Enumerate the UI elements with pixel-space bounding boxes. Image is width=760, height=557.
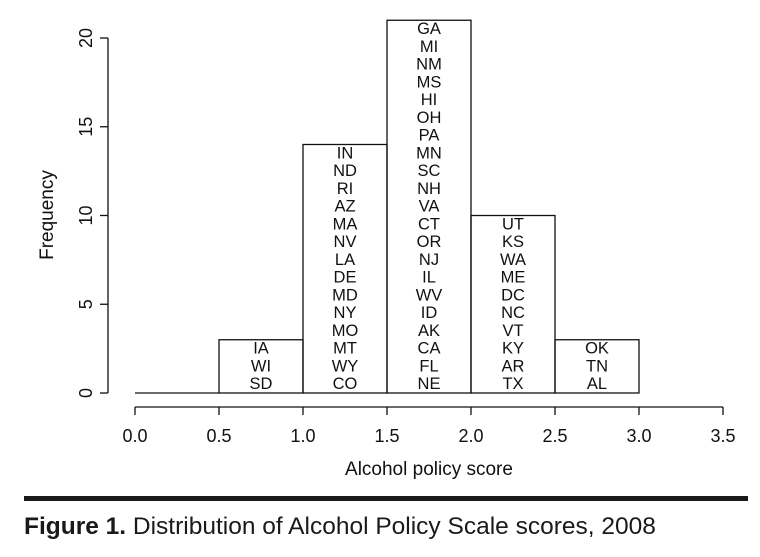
y-tick-label: 5 [76, 299, 96, 309]
histogram-bar [554, 339, 640, 394]
bar-state-label: AK [418, 322, 440, 340]
bar-state-label: DE [334, 269, 357, 287]
bar-state-label: UT [502, 215, 524, 233]
y-tick-label: 15 [76, 117, 96, 137]
x-tick-label: 3.0 [626, 426, 651, 446]
figure-caption-label: Figure 1. [24, 513, 127, 540]
bar-state-label: OR [417, 233, 442, 251]
y-axis-title: Frequency [37, 170, 58, 260]
x-tick-label: 2.0 [458, 426, 483, 446]
bar-state-label: MT [333, 340, 357, 358]
bar-state-label: NM [416, 56, 442, 74]
bar-state-label: ME [501, 269, 526, 287]
bar-state-label: MO [332, 322, 359, 340]
figure-caption-text: Distribution of Alcohol Policy Scale sco… [132, 513, 656, 540]
bar-state-label: OH [417, 109, 442, 127]
bar-state-label: NE [418, 375, 441, 393]
y-tick-label: 0 [76, 388, 96, 398]
bar-state-label: WI [251, 357, 271, 375]
bar-state-label: AL [587, 375, 607, 393]
histogram-bar [470, 214, 556, 394]
axes: 0.0 0.5 1.0 1.5 2.0 2.5 3.0 3.5 0 5 10 15 20 [76, 28, 736, 446]
bar-state-label: HI [421, 91, 438, 109]
bar-state-label: VT [502, 322, 523, 340]
bar-state-label: MS [417, 73, 442, 91]
x-tick-label: 3.5 [710, 426, 735, 446]
bar-state-label: DC [501, 286, 525, 304]
bar-state-label: KS [502, 233, 524, 251]
bar-state-label: CO [333, 375, 358, 393]
bar-state-label: WV [416, 286, 443, 304]
bar-state-label: SC [418, 162, 441, 180]
bar-state-label: AR [502, 357, 525, 375]
x-tick-label: 2.5 [542, 426, 567, 446]
bar-state-label: NH [417, 180, 441, 198]
caption-divider [24, 496, 748, 501]
bar-state-label: MN [416, 144, 442, 162]
y-tick-label: 20 [76, 28, 96, 48]
bar-state-label: IA [253, 340, 269, 358]
bar-state-label: SD [250, 375, 273, 393]
bar-state-label: IN [337, 144, 354, 162]
bar-state-label: AZ [334, 198, 355, 216]
bar-state-label: ID [421, 304, 438, 322]
bar-state-label: VA [419, 198, 440, 216]
x-tick-label: 1.0 [290, 426, 315, 446]
y-tick-label: 10 [76, 205, 96, 225]
bar-state-label: MA [333, 215, 358, 233]
bar-state-label: NY [334, 304, 357, 322]
bar-state-label: RI [337, 180, 354, 198]
bar-state-label: MI [420, 38, 438, 56]
x-tick-label: 0.5 [206, 426, 231, 446]
bars [135, 19, 640, 394]
bar-state-label: TN [586, 357, 608, 375]
bar-state-label: NC [501, 304, 525, 322]
bar-state-label: WY [332, 357, 359, 375]
x-axis-title: Alcohol policy score [345, 459, 513, 480]
bar-state-label: GA [417, 20, 441, 38]
bar-state-label: ND [333, 162, 357, 180]
x-tick-label: 1.5 [374, 426, 399, 446]
figure-caption: Figure 1. Distribution of Alcohol Policy… [24, 513, 656, 541]
bar-state-label: IL [422, 269, 436, 287]
bar-state-label: CT [418, 215, 440, 233]
x-tick-label: 0.0 [122, 426, 147, 446]
bar-state-label: NJ [419, 251, 439, 269]
bar-state-label: LA [335, 251, 355, 269]
bar-state-label: WA [500, 251, 526, 269]
histogram-bar [386, 19, 472, 394]
bar-state-label: FL [419, 357, 438, 375]
bar-state-label: CA [418, 340, 441, 358]
bar-state-label: KY [502, 340, 524, 358]
bar-state-label: MD [332, 286, 358, 304]
bar-state-label: OK [585, 340, 609, 358]
bar-state-label: NV [334, 233, 357, 251]
bar-state-label: PA [419, 127, 440, 145]
bar-state-label: TX [502, 375, 523, 393]
